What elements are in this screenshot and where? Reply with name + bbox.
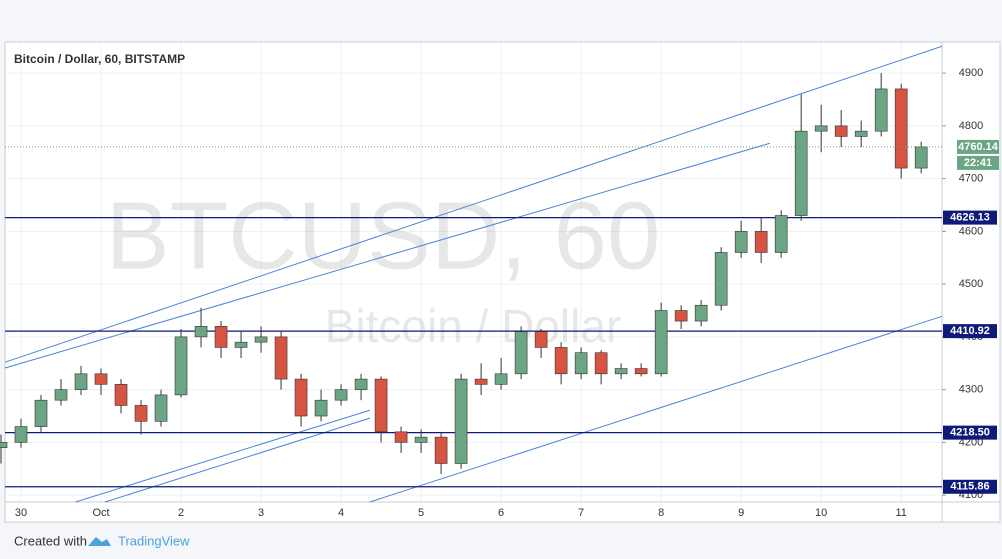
candle-body xyxy=(494,373,508,385)
last-price-box xyxy=(957,139,999,154)
watermark-subtitle: Bitcoin / Dollar xyxy=(325,300,622,352)
candle-body xyxy=(874,88,888,132)
level-label-box xyxy=(943,425,997,440)
countdown: 22:41 xyxy=(964,157,992,169)
candle-body xyxy=(34,399,48,427)
candle-body xyxy=(194,326,208,338)
candle-body xyxy=(234,341,248,348)
footer-brand[interactable]: TradingView xyxy=(118,533,190,548)
candle-body xyxy=(894,88,908,169)
x-tick-label: 5 xyxy=(418,507,424,519)
candle-body xyxy=(54,389,68,401)
candle-body xyxy=(454,378,468,464)
candle-body xyxy=(74,373,88,390)
candle-body xyxy=(754,231,768,253)
y-tick-label: 4300 xyxy=(959,384,983,396)
plot xyxy=(0,45,943,503)
x-tick-label: 11 xyxy=(895,507,906,519)
candle-body xyxy=(254,336,268,343)
candle-body xyxy=(0,442,8,448)
level-label: 4115.86 xyxy=(950,481,989,493)
trend-line xyxy=(4,45,943,363)
y-tick-label: 4500 xyxy=(959,278,983,290)
candle-body xyxy=(214,326,228,348)
candle-body xyxy=(134,405,148,422)
chart-title: Bitcoin / Dollar, 60, BITSTAMP xyxy=(14,52,185,66)
x-tick-label: 2 xyxy=(178,507,184,519)
candle-body xyxy=(814,125,828,132)
x-tick-label: 6 xyxy=(498,507,504,519)
level-label: 4626.13 xyxy=(950,212,990,224)
candle-body xyxy=(114,384,128,406)
x-tick-label: 9 xyxy=(738,507,744,519)
candle-body xyxy=(634,368,648,375)
candle-body xyxy=(374,378,388,433)
y-tick-label: 4800 xyxy=(959,120,983,132)
x-tick-label: 4 xyxy=(338,507,344,519)
y-tick-label: 4600 xyxy=(959,225,983,237)
candle-body xyxy=(834,125,848,137)
candle-body xyxy=(694,304,708,322)
candle-body xyxy=(274,336,288,380)
footer-text: Created with xyxy=(14,533,87,548)
candle-body xyxy=(774,215,788,253)
candle-body xyxy=(354,378,368,390)
x-tick-label: Oct xyxy=(92,507,109,519)
candle-body xyxy=(474,378,488,385)
y-tick-label: 4900 xyxy=(959,67,983,79)
candle-body xyxy=(514,331,528,375)
y-tick-label: 4700 xyxy=(959,173,983,185)
candle-body xyxy=(414,436,428,443)
candle-body xyxy=(674,310,688,322)
candle-body xyxy=(534,331,548,348)
candle-body xyxy=(794,130,808,216)
candle-body xyxy=(554,347,568,375)
watermark: BTCUSD, 60 xyxy=(106,182,661,289)
level-label-box xyxy=(943,210,997,225)
level-label: 4218.50 xyxy=(950,427,990,439)
candle-body xyxy=(294,378,308,417)
x-tick-label: 3 xyxy=(258,507,264,519)
x-tick-label: 10 xyxy=(815,507,827,519)
x-tick-label: 30 xyxy=(15,507,27,519)
candle-body xyxy=(334,389,348,401)
last-price-label: 4760.14 xyxy=(958,141,999,153)
countdown-box xyxy=(957,155,999,170)
candle-body xyxy=(94,373,108,385)
candle-body xyxy=(434,436,448,464)
candle-body xyxy=(574,352,588,375)
level-label-box xyxy=(943,324,997,339)
x-tick-label: 7 xyxy=(578,507,584,519)
candle-body xyxy=(154,394,168,422)
candle-body xyxy=(174,336,188,396)
candle-body xyxy=(314,399,328,417)
x-tick-label: 8 xyxy=(658,507,664,519)
level-label: 4410.92 xyxy=(950,325,990,337)
candle-body xyxy=(854,130,868,137)
candle-body xyxy=(614,368,628,375)
candle-body xyxy=(14,426,28,443)
candle-body xyxy=(734,231,748,253)
candle-body xyxy=(714,252,728,306)
candle-body xyxy=(914,146,928,169)
candle-body xyxy=(594,352,608,375)
brand-logo xyxy=(88,537,111,546)
candle-body xyxy=(394,431,408,443)
candle-body xyxy=(654,310,668,375)
level-label-box xyxy=(943,479,997,494)
trend-line xyxy=(369,315,943,503)
